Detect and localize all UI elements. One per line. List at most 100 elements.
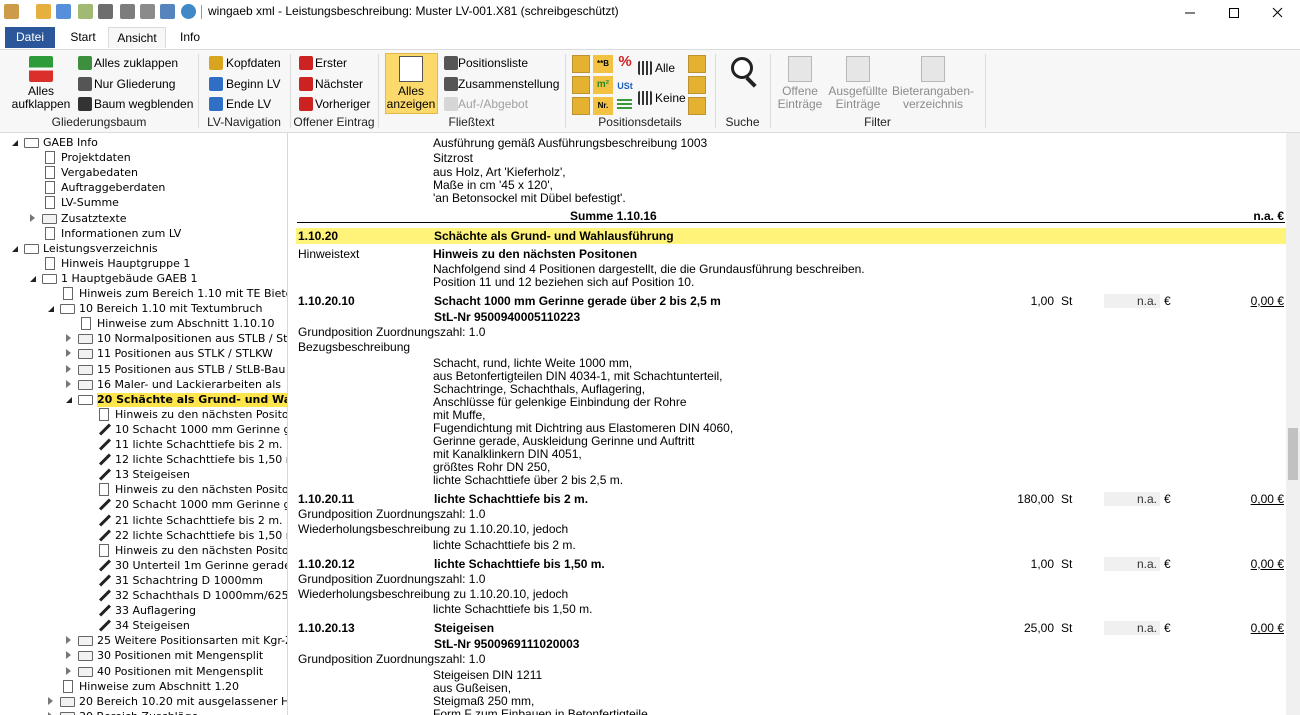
ribbon-button[interactable]: Ende LV [226, 97, 272, 111]
unit-price-field[interactable] [1104, 556, 1160, 571]
ribbon-large-button[interactable]: Alles anzeigen [386, 84, 436, 111]
position-unit-price: n.a. [1136, 294, 1157, 308]
tool-icon [98, 529, 112, 542]
tree-item[interactable]: 30 Unterteil 1m Gerinne gerade DI [115, 558, 288, 572]
tree-item[interactable]: 1 Hauptgebäude GAEB 1 [61, 271, 198, 285]
tree-item[interactable]: 20 Schacht 1000 mm Gerinne gerade [115, 498, 287, 512]
scroll-thumb[interactable] [1288, 428, 1298, 480]
tree-item[interactable]: 21 lichte Schachttiefe bis 2 m. [115, 513, 283, 527]
tool-icon [98, 423, 112, 436]
tree-item[interactable]: 13 Steigeisen [115, 468, 190, 482]
tree-item[interactable]: 30 Bereich Zuschläge [79, 710, 198, 715]
ribbon-tab[interactable]: Datei [5, 27, 55, 48]
detail-toggle[interactable]: **B [593, 55, 613, 73]
detail-toggle[interactable]: Nr. [593, 97, 613, 115]
ribbon-button[interactable]: Auf-/Abgebot [458, 97, 529, 111]
maximize-button[interactable] [1229, 8, 1239, 18]
ribbon-tab[interactable]: Info [179, 30, 200, 44]
tree-item[interactable]: Hinweis zum Bereich 1.10 mit TE Bieter [79, 287, 288, 300]
detail-icon [688, 97, 706, 115]
ribbon-button[interactable]: Zusammenstellung [458, 77, 560, 91]
ribbon-tab[interactable]: Start [70, 30, 96, 44]
tool-icon [98, 589, 112, 602]
ribbon-button-icon [444, 77, 458, 91]
position-meta: Grundposition Zuordnungszahl: 1.0 [298, 507, 486, 522]
tree-item[interactable]: Informationen zum LV [61, 226, 182, 240]
tree-item[interactable]: 10 Normalpositionen aus STLB / StLB- [97, 332, 288, 346]
tool-icon [98, 574, 112, 587]
ribbon-button[interactable]: Nur Gliederung [94, 77, 176, 91]
ribbon-group-label: Filter [864, 115, 891, 129]
position-stl: StL-Nr 9500940005110223 [434, 310, 581, 324]
unit-price-field[interactable] [1104, 621, 1160, 636]
tree-item[interactable]: 20 Bereich 10.20 mit ausgelassener Hiera [79, 694, 288, 708]
tree-item[interactable]: 31 Schachtring D 1000mm [115, 573, 263, 587]
detail-toggle[interactable]: % [618, 53, 632, 70]
position-text: lichte Schachttiefe bis 1,50 m. [433, 602, 593, 617]
ribbon-button[interactable]: Beginn LV [226, 77, 281, 91]
ribbon-button[interactable]: Alles zuklappen [94, 56, 179, 70]
ribbon-large-button[interactable]: Bieterangaben-verzeichnis [891, 84, 975, 111]
detail-toggle[interactable]: m² [593, 76, 613, 94]
folder-icon [78, 379, 93, 390]
tree-item[interactable]: Zusatztexte [61, 211, 127, 225]
ribbon-button[interactable]: Vorheriger [315, 97, 371, 111]
ribbon-separator [198, 54, 199, 128]
tree-item[interactable]: Hinweis zu den nächsten Positone [115, 483, 288, 497]
ribbon-large-button[interactable]: Ausgefüllte Einträge [828, 84, 888, 111]
tree-item[interactable]: GAEB Info [43, 136, 98, 149]
tree-item[interactable]: 33 Auflagering [115, 604, 196, 618]
window-title: wingaeb xml - Leistungsbeschreibung: Mus… [208, 4, 619, 18]
ribbon-button[interactable]: Positionsliste [458, 56, 529, 70]
tree-item[interactable]: 10 Schacht 1000 mm Gerinne gera [115, 422, 287, 436]
tree-item[interactable]: Auftraggeberdaten [61, 181, 166, 195]
tree-item[interactable]: Hinweis zu den nächsten Positone [115, 407, 288, 421]
tool-icon [98, 438, 112, 451]
tree-item[interactable]: 20 Schächte als Grund- und Wahlausf [97, 392, 287, 407]
ribbon-large-button[interactable]: Alles aufklappen [11, 84, 71, 111]
tree-item[interactable]: 15 Positionen aus STLB / StLB-Bau [97, 362, 286, 376]
section-title: Schächte als Grund- und Wahlausführung [434, 229, 674, 243]
quick-access-icon [4, 4, 19, 19]
tree-item[interactable]: 10 Bereich 1.10 mit Textumbruch [79, 302, 263, 316]
note-line: Position 11 und 12 beziehen sich auf Pos… [433, 275, 695, 289]
tree-item[interactable]: LV-Summe [61, 196, 119, 210]
tree-item[interactable]: 40 Positionen mit Mengensplit [97, 664, 264, 678]
tree-item[interactable]: 16 Maler- und Lackierarbeiten als [97, 377, 282, 391]
ribbon-button[interactable]: Erster [315, 56, 348, 70]
ribbon-button[interactable]: Baum wegblenden [94, 97, 194, 111]
tree-item[interactable]: 34 Steigeisen [115, 619, 190, 633]
ribbon-button[interactable]: Kopfdaten [226, 56, 281, 70]
tree-item[interactable]: 11 Positionen aus STLK / STLKW [97, 347, 273, 361]
tree-item[interactable]: 11 lichte Schachttiefe bis 2 m. [115, 438, 283, 451]
sum-label: Summe 1.10.16 [570, 209, 657, 223]
position-text: größtes Rohr DN 250, [433, 460, 551, 475]
detail-toggle[interactable]: USt [617, 81, 633, 91]
tree-item[interactable]: Hinweis Hauptgruppe 1 [61, 256, 191, 270]
tree-item[interactable]: 25 Weitere Positionsarten mit Kgr-Zuc [97, 634, 288, 648]
ribbon-button-icon [209, 56, 223, 70]
vertical-scrollbar[interactable] [1286, 133, 1300, 715]
ribbon-button[interactable]: Alle [655, 61, 676, 75]
detail-icon [572, 97, 590, 115]
unit-price-field[interactable] [1104, 492, 1160, 507]
tree-item[interactable]: Vergabedaten [61, 166, 139, 180]
ribbon-button[interactable]: Nächster [315, 77, 364, 91]
unit-price-field[interactable] [1104, 294, 1160, 308]
tree-item[interactable]: 32 Schachthals D 1000mm/625mm [115, 589, 288, 602]
tree-item[interactable]: 30 Positionen mit Mengensplit [97, 649, 264, 663]
position-text: Fugendichtung mit Dichtring aus Elastome… [433, 421, 734, 435]
ribbon-tab[interactable]: Ansicht [108, 27, 166, 48]
tree-item[interactable]: Hinweise zum Abschnitt 1.10.10 [97, 317, 275, 331]
ribbon-large-button[interactable]: Offene Einträge [777, 84, 823, 111]
tree-item[interactable]: 22 lichte Schachttiefe bis 1,50 m. [115, 528, 288, 542]
tree-item[interactable]: Hinweis zu den nächsten Positone [115, 543, 288, 557]
tree-item[interactable]: 12 lichte Schachttiefe bis 1,50 m. [115, 453, 288, 467]
ribbon-button[interactable]: Keine [655, 91, 686, 105]
tree-item[interactable]: Projektdaten [61, 151, 131, 165]
tree-item[interactable]: Leistungsverzeichnis [43, 241, 158, 255]
detail-icon [617, 99, 632, 110]
tree-item[interactable]: Hinweise zum Abschnitt 1.20 [79, 679, 239, 693]
close-button[interactable] [1272, 7, 1283, 18]
expander-closed [30, 213, 35, 222]
